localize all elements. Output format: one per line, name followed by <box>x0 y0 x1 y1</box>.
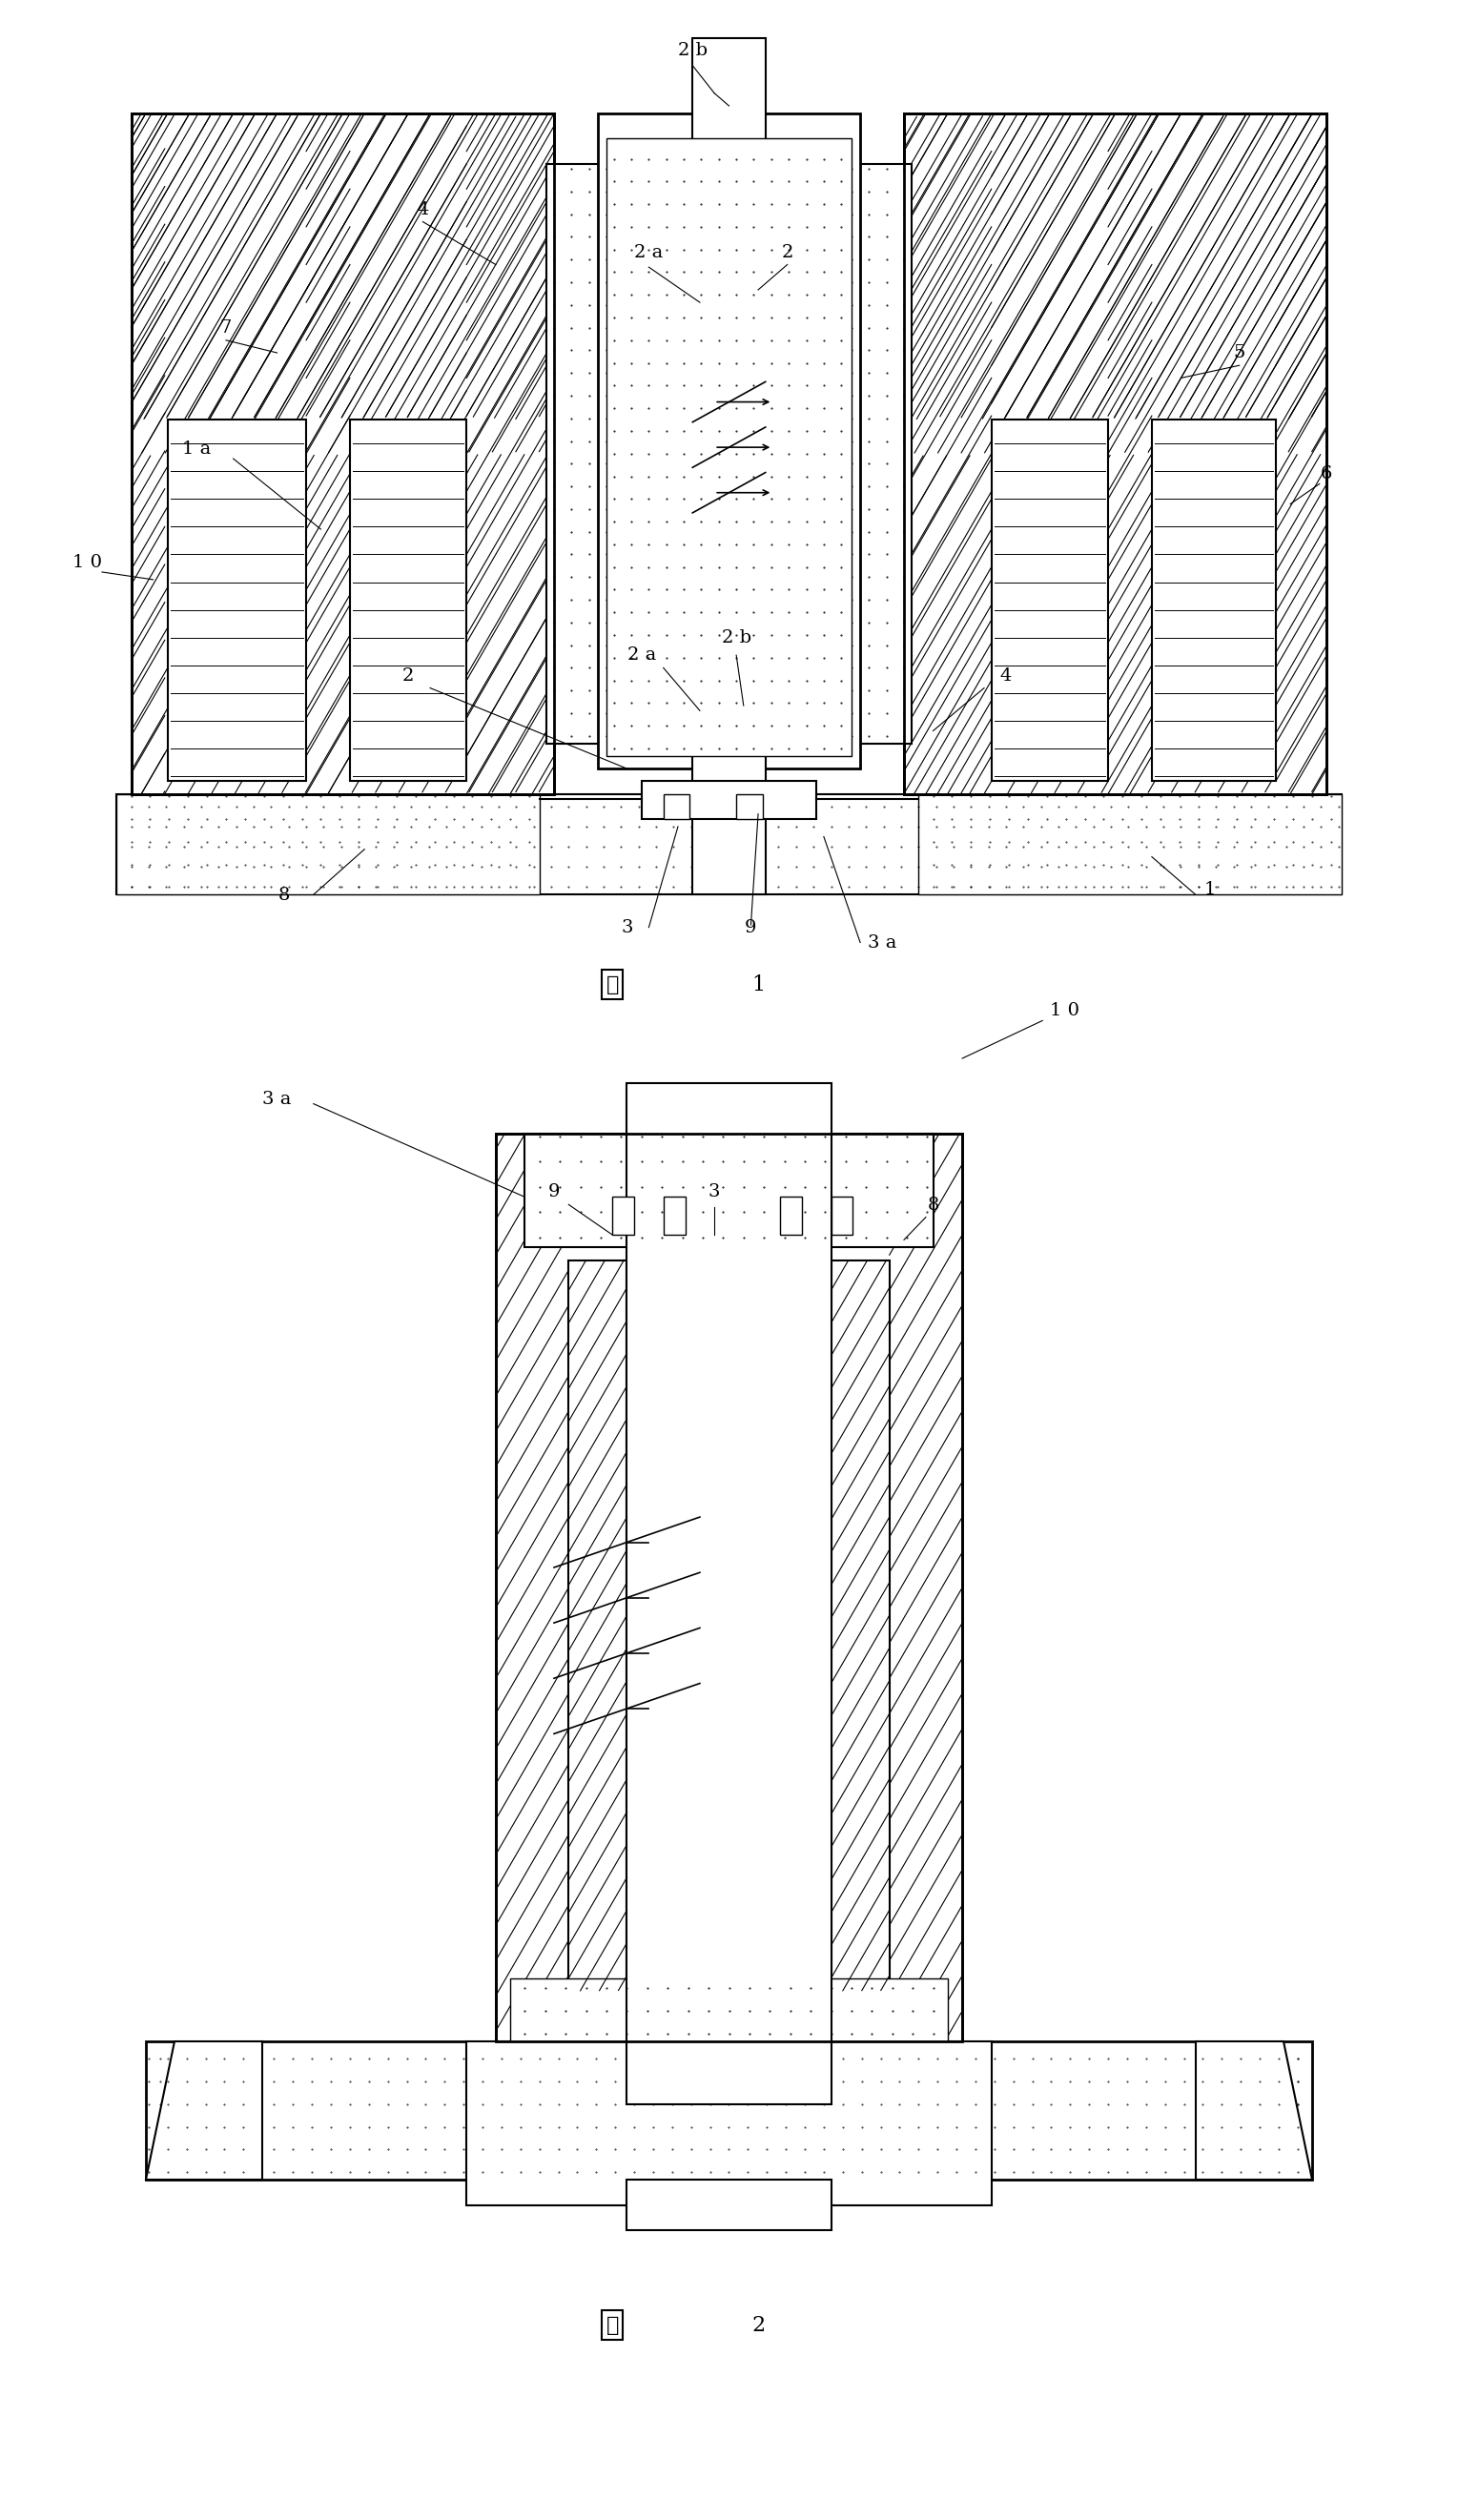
Bar <box>612 1197 634 1235</box>
Bar <box>831 1197 853 1235</box>
Bar <box>131 113 554 794</box>
Polygon shape <box>1196 2041 1312 2180</box>
Text: 3: 3 <box>709 1184 720 1202</box>
Text: 2 a: 2 a <box>634 244 663 262</box>
Bar <box>547 164 911 743</box>
Text: 3: 3 <box>621 920 633 937</box>
Text: 1: 1 <box>751 975 765 995</box>
Bar <box>569 1260 627 1991</box>
Text: 4: 4 <box>417 202 429 219</box>
Bar <box>991 421 1108 781</box>
Bar <box>131 113 554 794</box>
Bar <box>663 1197 685 1235</box>
Text: 3 a: 3 a <box>868 935 897 953</box>
Text: 6: 6 <box>1321 466 1333 484</box>
Bar <box>1152 421 1276 781</box>
Text: 4: 4 <box>1000 668 1012 685</box>
Text: 2 b: 2 b <box>678 43 707 60</box>
Bar <box>919 794 1341 895</box>
Bar <box>663 794 690 819</box>
Bar <box>627 2180 831 2230</box>
Text: 8: 8 <box>927 1197 939 1215</box>
Text: 1 0: 1 0 <box>1050 1003 1079 1021</box>
Bar <box>780 1197 802 1235</box>
Bar <box>627 1084 831 2104</box>
Bar <box>146 2041 1312 2180</box>
Text: 9: 9 <box>745 920 757 937</box>
Bar <box>607 139 851 756</box>
Text: 2: 2 <box>402 668 414 685</box>
Bar <box>496 1134 962 2041</box>
Text: 8: 8 <box>278 887 290 905</box>
Text: 9: 9 <box>548 1184 560 1202</box>
Bar <box>510 1978 948 2041</box>
Text: 2: 2 <box>781 244 793 262</box>
Bar <box>496 1134 962 2041</box>
Bar <box>904 113 1327 794</box>
Bar <box>525 1134 933 1247</box>
Text: 1: 1 <box>1204 882 1216 900</box>
Polygon shape <box>146 2041 262 2180</box>
Bar <box>168 421 306 781</box>
Text: 2: 2 <box>751 2316 765 2336</box>
Text: 7: 7 <box>220 320 232 338</box>
Bar <box>904 113 1327 794</box>
Bar <box>693 38 765 895</box>
Bar <box>904 113 1327 794</box>
Text: 2 a: 2 a <box>627 648 656 665</box>
Text: 图: 图 <box>607 2316 618 2336</box>
Text: 1 0: 1 0 <box>73 554 102 572</box>
Bar <box>117 794 539 895</box>
Bar <box>831 1260 889 1991</box>
Bar <box>117 794 1341 895</box>
Text: 图: 图 <box>607 975 618 995</box>
Text: 1 a: 1 a <box>182 441 211 459</box>
Bar <box>131 113 554 794</box>
Bar <box>467 2041 991 2205</box>
Text: 5: 5 <box>1233 345 1245 363</box>
Bar <box>598 113 860 769</box>
Text: 3 a: 3 a <box>262 1091 292 1109</box>
Bar <box>642 781 816 819</box>
Bar <box>350 421 467 781</box>
Text: 2 b: 2 b <box>722 630 751 648</box>
Bar <box>736 794 763 819</box>
